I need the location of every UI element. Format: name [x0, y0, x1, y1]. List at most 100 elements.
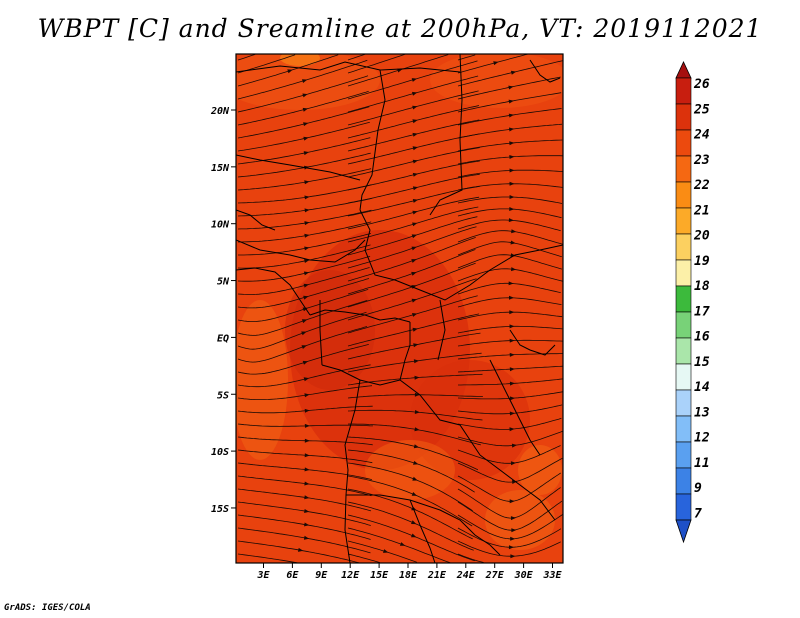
- colorbar-label: 24: [693, 128, 710, 143]
- country-borders: [236, 54, 563, 563]
- streamline-arrow: [412, 210, 418, 215]
- wbpt-field: [236, 54, 563, 563]
- lat-tick-label: 5N: [217, 277, 230, 288]
- streamline-arrow: [411, 533, 417, 538]
- lat-tick-label: 5S: [217, 390, 229, 401]
- colorbar-label: 15: [694, 355, 710, 370]
- streamline-arrow: [303, 136, 309, 141]
- streamline-arrow: [509, 195, 515, 199]
- streamline-arrow: [302, 107, 309, 112]
- colorbar-label: 20: [693, 229, 710, 244]
- lat-tick-label: 10S: [211, 447, 229, 458]
- colorbar-segment: [675, 467, 692, 495]
- streamline-arrow: [510, 70, 517, 75]
- streamline-arrow: [411, 246, 417, 251]
- streamline: [457, 457, 563, 483]
- colorbar-top-arrow: [675, 61, 692, 79]
- streamline: [457, 540, 561, 557]
- colorbar-segment: [675, 311, 692, 339]
- streamline-arrow: [304, 423, 310, 428]
- streamline-arrow: [301, 331, 307, 336]
- lon-tick-label: 6E: [286, 570, 299, 581]
- colorbar-segment: [675, 233, 692, 261]
- streamline-arrow: [510, 554, 516, 559]
- streamline-arrow: [493, 61, 499, 66]
- colorbar-label: 12: [694, 431, 710, 446]
- streamline-arrow: [412, 91, 418, 96]
- streamline-arrow: [304, 221, 310, 226]
- colorbar-label: 23: [693, 153, 710, 168]
- colorbar-segment: [675, 285, 692, 313]
- streamline: [457, 268, 563, 282]
- streamline-arrow: [509, 381, 515, 386]
- lon-tick-label: 33E: [542, 570, 562, 581]
- streamline-arrow: [304, 495, 310, 500]
- streamline: [237, 553, 298, 563]
- colorbar-label: 21: [693, 203, 710, 218]
- streamline-arrow: [509, 310, 515, 315]
- grads-credit: GrADS: IGES/COLA: [4, 603, 91, 613]
- lon-tick-label: 15E: [370, 570, 389, 581]
- streamline-arrow: [411, 259, 417, 263]
- streamline-arrow: [508, 99, 514, 104]
- streamline-arrow: [509, 207, 515, 211]
- streamline-arrow: [509, 141, 515, 146]
- colorbar-label: 7: [694, 506, 702, 521]
- colorbar-label: 17: [694, 304, 710, 319]
- streamline-arrow: [301, 319, 308, 324]
- streamline: [457, 487, 561, 519]
- colorbar-segment: [675, 181, 692, 209]
- colorbar-segment: [675, 337, 692, 365]
- longitude-axis: 3E 6E 9E 12E 15E 18E 21E 24E 27E 30E 33E: [256, 563, 563, 581]
- lat-tick-label: 15N: [211, 163, 230, 174]
- streamline-arrow: [303, 295, 309, 300]
- streamline: [457, 500, 563, 531]
- streamline-arrow: [287, 69, 293, 74]
- colorbar-label: 13: [694, 405, 710, 420]
- streamline-arrow: [508, 545, 514, 550]
- streamline-arrow: [304, 195, 310, 200]
- streamline-arrow: [411, 298, 417, 303]
- streamline-arrow: [304, 481, 310, 486]
- lon-tick-label: 30E: [514, 570, 534, 581]
- streamline-arrow: [509, 181, 515, 186]
- colorbar-label: 18: [694, 279, 710, 294]
- streamline: [457, 241, 562, 258]
- streamline-arrow: [508, 113, 515, 118]
- colorbar-label: 11: [694, 456, 710, 471]
- streamline-arrow: [412, 313, 418, 317]
- streamline-arrow: [303, 283, 309, 288]
- streamline-arrow: [397, 68, 403, 73]
- streamline-arrow: [511, 443, 517, 448]
- colorbar-label: 9: [694, 481, 702, 496]
- streamline-arrow: [510, 240, 516, 245]
- streamline-arrow: [304, 522, 310, 527]
- streamline-arrow: [511, 267, 517, 272]
- streamline-arrow: [509, 367, 515, 372]
- streamline-arrow: [411, 271, 417, 276]
- colorbar-segment: [675, 389, 692, 417]
- streamline-arrow: [414, 410, 420, 414]
- streamline-arrow: [412, 199, 419, 203]
- lon-tick-label: 3E: [256, 570, 270, 581]
- streamline-arrow: [412, 172, 419, 177]
- streamline-arrow: [509, 427, 515, 432]
- colorbar-segment: [675, 363, 692, 391]
- streamline-arrow: [304, 467, 310, 472]
- lon-tick-label: 24E: [456, 570, 476, 581]
- streamline-arrow: [510, 253, 516, 258]
- lon-tick-label: 27E: [485, 570, 505, 581]
- colorbar-label: 22: [693, 178, 710, 193]
- streamline-arrow: [302, 360, 309, 365]
- streamline-arrow: [511, 528, 517, 533]
- colorbar-label: 26: [693, 77, 710, 92]
- streamline-arrow: [303, 377, 310, 382]
- streamline-arrow: [508, 85, 514, 90]
- streamline-arrow: [508, 218, 514, 223]
- streamline-arrow: [510, 516, 516, 521]
- colorbar-label: 14: [694, 380, 710, 395]
- streamline-arrow: [412, 119, 418, 124]
- streamline-arrow: [413, 460, 419, 465]
- streamline-arrow: [414, 375, 420, 380]
